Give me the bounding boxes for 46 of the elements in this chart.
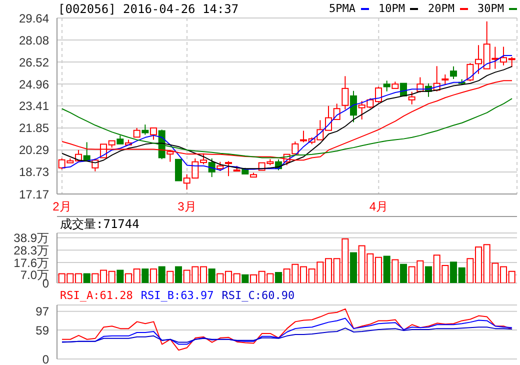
- bar: [275, 272, 282, 283]
- x-tick-label: 4月: [369, 200, 388, 214]
- chart-title: 成交量:71744: [57, 216, 517, 231]
- y-tick-label: 18.73: [18, 165, 50, 180]
- line-series: [62, 308, 512, 351]
- line-series: [62, 80, 512, 161]
- y-tick-label: 26.52: [18, 55, 50, 70]
- x-tick-label: 2月: [52, 200, 72, 214]
- x-tick-label: 3月: [178, 200, 196, 214]
- y-tick-label: 38.9万: [14, 231, 49, 246]
- bar: [142, 268, 149, 283]
- legend-label: 5PMA: [329, 2, 356, 15]
- bar: [242, 274, 249, 283]
- series-label: RSI_A:61.28: [60, 289, 133, 302]
- chart-title: [002056] 2016-04-26 14:37: [58, 2, 239, 16]
- bar: [116, 270, 124, 283]
- bar: [166, 270, 174, 283]
- y-tick-label: 28.3万: [14, 243, 49, 258]
- y-tick-label: 23.41: [18, 99, 50, 114]
- bar: [83, 273, 90, 283]
- y-tick-label: 28.08: [18, 33, 50, 48]
- bar: [383, 256, 390, 283]
- y-tick-label: 24.96: [18, 77, 50, 92]
- bar: [150, 268, 157, 283]
- candlestick: [175, 158, 182, 182]
- legend-label: 10PM: [378, 2, 405, 15]
- bar: [350, 252, 357, 283]
- bar: [392, 259, 399, 283]
- y-tick-label: 20.29: [18, 143, 50, 158]
- legend-label: 30PM: [478, 2, 504, 15]
- y-tick-label: 17.6万: [14, 256, 49, 270]
- bar: [208, 268, 216, 283]
- y-tick-label: 21.85: [18, 121, 50, 136]
- bar: [425, 266, 432, 283]
- y-tick-label: 29.64: [18, 11, 50, 26]
- bar: [158, 266, 166, 283]
- y-tick-label: 17.17: [18, 187, 50, 202]
- bar: [400, 264, 407, 283]
- line-series: [62, 326, 512, 343]
- y-tick-label: 0: [42, 352, 50, 365]
- text: RSI_C:60.90: [222, 289, 295, 302]
- legend-label: 20PM: [428, 2, 454, 15]
- text: RSI_B:63.97: [140, 289, 214, 302]
- bar: [175, 266, 182, 283]
- y-tick-label: 97: [36, 304, 50, 319]
- y-tick-label: 59: [36, 323, 50, 338]
